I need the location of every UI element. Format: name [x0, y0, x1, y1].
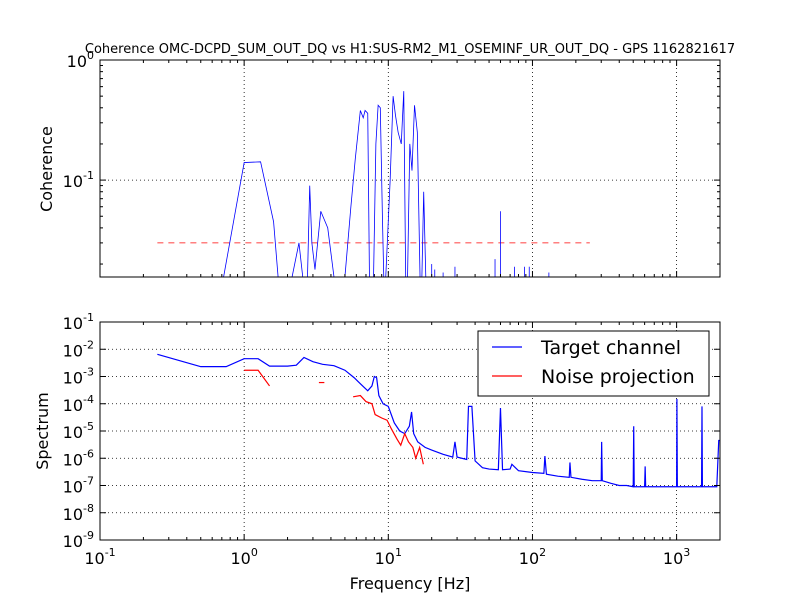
noise-projection-line — [244, 369, 271, 387]
legend-box — [477, 330, 710, 397]
coherence-line — [223, 91, 427, 277]
target-channel-line — [157, 353, 720, 488]
y-tick-label: 10-1 — [63, 169, 94, 191]
x-tick-label: 10-1 — [84, 546, 115, 568]
coherence-series — [157, 91, 590, 277]
noise-projection-line — [353, 394, 424, 465]
y-tick-label: 10-3 — [63, 366, 94, 388]
y-tick-label: 10-9 — [63, 529, 94, 551]
y-tick-label: 100 — [67, 49, 94, 71]
legend-label-target-channel: Target channel — [540, 337, 681, 359]
y-tick-label: 10-1 — [63, 311, 94, 333]
spectrum-axes: 10-1 100 101 102 103 10-1 10-2 10-3 10-4 10-5 10-6… — [63, 311, 721, 568]
coherence-y-axis-label: Coherence — [37, 126, 56, 212]
y-tick-label: 10-2 — [63, 338, 94, 360]
legend: Target channel Noise projection — [477, 330, 710, 397]
spectrum-series — [157, 353, 720, 488]
x-tick-label: 103 — [663, 546, 690, 568]
y-tick-label: 10-7 — [63, 475, 94, 497]
y-tick-label: 10-6 — [63, 447, 94, 469]
y-tick-label: 10-5 — [63, 420, 94, 442]
x-tick-label: 101 — [375, 546, 402, 568]
coherence-title: Coherence OMC-DCPD_SUM_OUT_DQ vs H1:SUS-… — [85, 42, 735, 57]
legend-label-noise-projection: Noise projection — [541, 366, 695, 388]
spectrum-y-axis-label: Spectrum — [33, 392, 52, 470]
coherence-axes: 100 10-1 — [63, 49, 721, 277]
y-tick-label: 10-4 — [63, 393, 94, 415]
coherence-plot-area — [99, 59, 721, 278]
x-tick-label: 100 — [230, 546, 257, 568]
y-tick-label: 10-8 — [63, 502, 94, 524]
x-axis-label: Frequency [Hz] — [350, 574, 471, 593]
x-tick-label: 102 — [519, 546, 546, 568]
